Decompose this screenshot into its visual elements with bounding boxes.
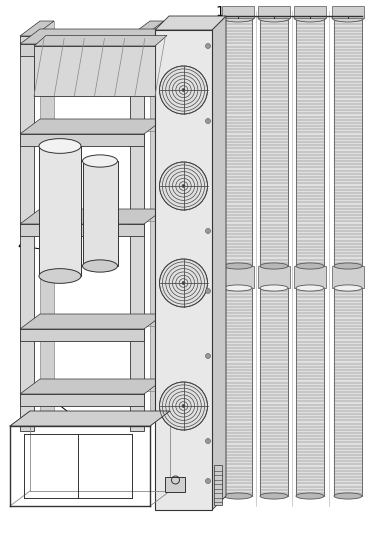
Ellipse shape [334,15,362,21]
Bar [150,21,164,416]
Ellipse shape [296,285,324,291]
Bar [20,36,34,431]
Polygon shape [20,119,164,134]
Bar [258,266,290,288]
Bar [260,18,288,266]
Circle shape [182,184,185,188]
Polygon shape [212,16,226,510]
Bar [214,465,222,505]
Ellipse shape [334,285,362,291]
Circle shape [205,354,210,359]
Bar [296,18,324,266]
Bar [130,36,144,431]
Ellipse shape [260,493,288,499]
Text: 4: 4 [18,239,69,254]
Circle shape [205,118,210,123]
Bar [20,394,144,406]
Polygon shape [20,29,164,44]
Circle shape [159,382,207,430]
Circle shape [182,405,185,407]
Bar [334,18,362,266]
Bar [332,266,364,288]
Bar [83,161,118,266]
Ellipse shape [294,14,326,22]
Circle shape [182,88,185,92]
Bar [296,288,324,496]
Bar [20,44,144,56]
Bar [39,146,81,276]
Ellipse shape [224,285,252,291]
Bar [40,21,54,416]
Ellipse shape [224,493,252,499]
Ellipse shape [260,15,288,21]
Bar [334,288,362,496]
Text: 3: 3 [24,37,79,57]
Ellipse shape [260,285,288,291]
Ellipse shape [296,493,324,499]
Circle shape [205,288,210,294]
Text: 1: 1 [192,5,224,25]
Bar [224,18,252,266]
Polygon shape [130,21,164,36]
Circle shape [159,162,207,210]
Bar [224,288,252,496]
Circle shape [205,438,210,443]
Ellipse shape [83,155,118,167]
Ellipse shape [224,263,252,269]
Bar [20,134,144,146]
Ellipse shape [258,14,290,22]
Bar [332,6,364,18]
Ellipse shape [83,260,118,272]
Bar [20,329,144,341]
Bar [294,266,326,288]
Bar [258,6,290,18]
Ellipse shape [334,493,362,499]
Bar [222,266,254,288]
Polygon shape [20,209,164,224]
Ellipse shape [222,14,254,22]
Bar [155,30,212,510]
Ellipse shape [39,139,81,153]
Polygon shape [20,21,54,36]
Bar [222,6,254,18]
Ellipse shape [224,15,252,21]
Bar [20,224,144,236]
Circle shape [159,259,207,307]
Ellipse shape [296,263,324,269]
Circle shape [182,281,185,285]
Ellipse shape [332,14,364,22]
Circle shape [205,228,210,234]
Circle shape [159,66,207,114]
Text: 2: 2 [24,374,78,419]
Polygon shape [20,379,164,394]
Ellipse shape [260,263,288,269]
Polygon shape [20,314,164,329]
Polygon shape [10,411,170,426]
Ellipse shape [296,15,324,21]
Bar [294,6,326,18]
Bar [260,288,288,496]
Polygon shape [155,16,226,30]
Ellipse shape [334,263,362,269]
Ellipse shape [39,269,81,284]
Circle shape [205,479,210,483]
Bar [34,46,155,96]
Polygon shape [34,35,167,46]
Circle shape [205,43,210,48]
Bar [165,477,185,492]
